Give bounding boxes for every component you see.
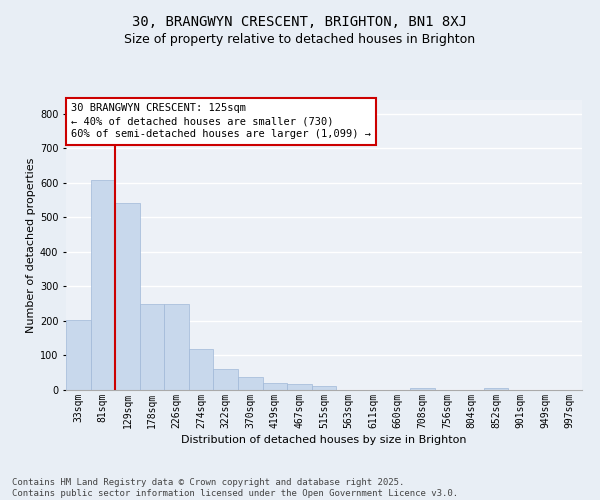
X-axis label: Distribution of detached houses by size in Brighton: Distribution of detached houses by size … xyxy=(181,435,467,445)
Bar xyxy=(91,180,115,390)
Bar xyxy=(140,304,164,390)
Bar xyxy=(238,377,263,390)
Bar xyxy=(66,320,91,390)
Bar xyxy=(410,388,434,390)
Bar xyxy=(214,370,238,390)
Bar xyxy=(263,383,287,390)
Text: 30, BRANGWYN CRESCENT, BRIGHTON, BN1 8XJ: 30, BRANGWYN CRESCENT, BRIGHTON, BN1 8XJ xyxy=(133,15,467,29)
Bar xyxy=(287,384,312,390)
Text: Size of property relative to detached houses in Brighton: Size of property relative to detached ho… xyxy=(124,32,476,46)
Bar xyxy=(312,386,336,390)
Bar xyxy=(164,304,189,390)
Bar xyxy=(189,348,214,390)
Y-axis label: Number of detached properties: Number of detached properties xyxy=(26,158,35,332)
Text: 30 BRANGWYN CRESCENT: 125sqm
← 40% of detached houses are smaller (730)
60% of s: 30 BRANGWYN CRESCENT: 125sqm ← 40% of de… xyxy=(71,103,371,140)
Bar xyxy=(484,388,508,390)
Bar xyxy=(115,202,140,390)
Text: Contains HM Land Registry data © Crown copyright and database right 2025.
Contai: Contains HM Land Registry data © Crown c… xyxy=(12,478,458,498)
